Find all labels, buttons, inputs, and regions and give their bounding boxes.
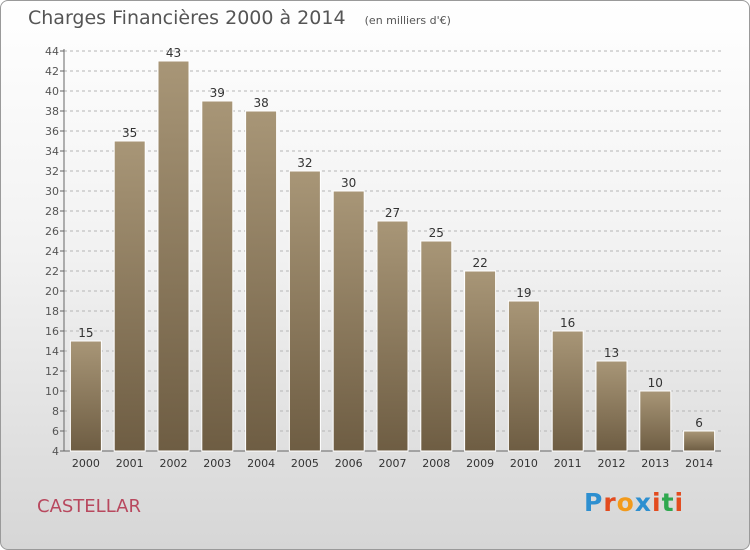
x-tick-label: 2013	[641, 457, 669, 470]
x-tick-label: 2003	[203, 457, 231, 470]
x-tick-label: 2012	[598, 457, 626, 470]
bar	[420, 240, 453, 452]
data-label: 10	[648, 376, 663, 390]
data-label: 6	[695, 416, 703, 430]
data-label: 35	[122, 126, 137, 140]
x-tick-label: 2011	[554, 457, 582, 470]
commune-name: CASTELLAR	[37, 496, 141, 517]
y-tick-label: 40	[45, 85, 59, 98]
y-tick-label: 22	[45, 265, 59, 278]
bar	[376, 220, 409, 452]
x-tick-label: 2005	[291, 457, 319, 470]
y-tick-label: 42	[45, 65, 59, 78]
x-tick-label: 2010	[510, 457, 538, 470]
data-label: 13	[604, 346, 619, 360]
data-label: 30	[341, 176, 356, 190]
logo-letter: x	[634, 488, 652, 517]
label-layer: 15 2000 35 2001 43 2002 39 2003 38 2004 32 2005 30 20…	[72, 46, 713, 470]
y-tick-label: 12	[45, 365, 59, 378]
bar	[551, 330, 584, 452]
y-tick-label: 36	[45, 125, 59, 138]
y-tick-label: 24	[45, 245, 59, 258]
data-label: 38	[253, 96, 268, 110]
logo-letter: o	[616, 488, 635, 517]
bar	[507, 300, 540, 452]
chart-title: Charges Financières 2000 à 2014	[28, 7, 346, 29]
y-tick-label: 18	[45, 305, 59, 318]
bar	[69, 340, 102, 452]
bar	[464, 270, 497, 452]
y-tick-label: 8	[52, 405, 59, 418]
y-tick-label: 26	[45, 225, 59, 238]
title-row: Charges Financières 2000 à 2014 (en mill…	[28, 7, 451, 29]
bar	[113, 140, 146, 452]
chart-unit: (en milliers d'€)	[364, 14, 451, 27]
y-tick-label: 28	[45, 205, 59, 218]
data-label: 43	[166, 46, 181, 60]
bar-layer	[69, 60, 716, 452]
logo-letter: i	[652, 488, 662, 517]
bar	[245, 110, 278, 452]
logo-letter: r	[603, 488, 617, 517]
data-label: 16	[560, 316, 575, 330]
bar	[595, 360, 628, 452]
y-tick-label: 16	[45, 325, 59, 338]
bar	[639, 390, 672, 452]
x-tick-label: 2007	[379, 457, 407, 470]
bar	[201, 100, 234, 452]
y-tick-label: 4	[52, 445, 59, 458]
proxiti-logo: Proxiti	[584, 488, 684, 517]
y-tick-label: 30	[45, 185, 59, 198]
y-tick-label: 14	[45, 345, 59, 358]
data-label: 32	[297, 156, 312, 170]
x-tick-label: 2002	[160, 457, 188, 470]
y-tick-label: 10	[45, 385, 59, 398]
x-tick-label: 2004	[247, 457, 275, 470]
logo-letter: P	[584, 488, 604, 517]
y-tick-label: 44	[45, 45, 59, 58]
bar	[288, 170, 321, 452]
y-tick-label: 20	[45, 285, 59, 298]
data-label: 19	[516, 286, 531, 300]
logo-letter: t	[661, 488, 675, 517]
bar	[332, 190, 365, 452]
y-tick-label: 34	[45, 145, 59, 158]
x-tick-label: 2006	[335, 457, 363, 470]
bar	[683, 430, 716, 452]
data-label: 22	[472, 256, 487, 270]
x-tick-label: 2009	[466, 457, 494, 470]
x-tick-label: 2008	[422, 457, 450, 470]
bar	[157, 60, 190, 452]
x-tick-label: 2000	[72, 457, 100, 470]
data-label: 27	[385, 206, 400, 220]
data-label: 25	[429, 226, 444, 240]
x-tick-label: 2001	[116, 457, 144, 470]
data-label: 39	[210, 86, 225, 100]
logo-letter: i	[674, 488, 685, 517]
y-tick-label: 32	[45, 165, 59, 178]
y-tick-label: 6	[52, 425, 59, 438]
data-label: 15	[78, 326, 93, 340]
y-tick-label: 38	[45, 105, 59, 118]
x-tick-label: 2014	[685, 457, 713, 470]
